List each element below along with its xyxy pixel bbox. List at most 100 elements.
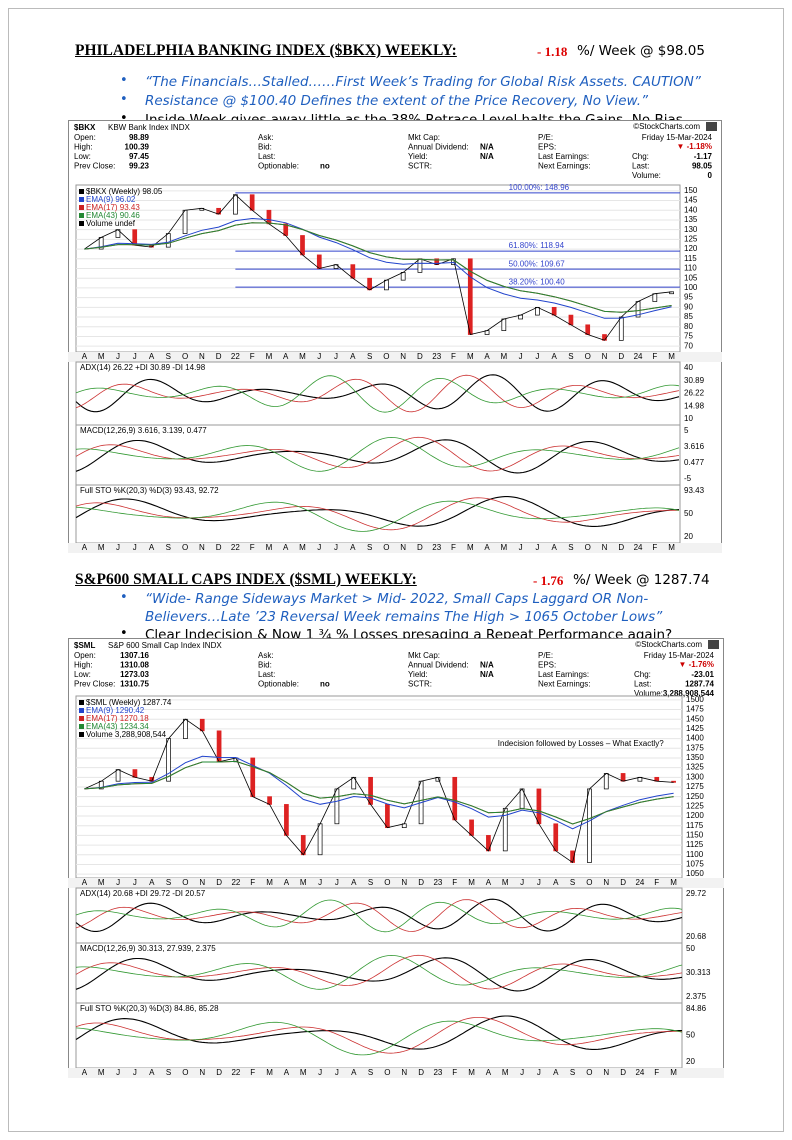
legend-swatch (79, 197, 84, 202)
month-label: M (266, 878, 273, 887)
indicator-line (75, 496, 680, 527)
close-line (84, 718, 674, 864)
month-label: S (166, 1068, 171, 1077)
price-candle (165, 233, 171, 248)
info-value: no (320, 680, 330, 689)
retracement-label: 50.00%: 109.67 (509, 259, 566, 268)
month-label: J (133, 543, 137, 552)
month-label: A (484, 352, 490, 361)
month-label: D (418, 1068, 424, 1077)
month-label: A (486, 878, 492, 887)
y-tick-label: 1125 (686, 840, 704, 849)
retracement-label: 38.20%: 100.40 (509, 277, 566, 286)
month-label: F (652, 352, 657, 361)
symbol: $SML (74, 641, 95, 650)
price-candle (587, 788, 592, 863)
quote-value: 1287.74 (685, 680, 714, 689)
month-label: 22 (231, 1068, 240, 1077)
month-row (68, 352, 722, 362)
price-candle (652, 293, 658, 302)
month-label: 24 (635, 1068, 644, 1077)
legend-swatch (79, 732, 84, 737)
quote-value: 0 (708, 171, 713, 180)
month-label: M (500, 543, 507, 552)
month-label: 24 (634, 352, 643, 361)
month-label: 24 (634, 543, 643, 552)
indicator-line (75, 898, 683, 932)
y-tick-label: 1175 (686, 821, 704, 830)
info-value: 97.45 (129, 152, 150, 161)
month-label: J (535, 352, 539, 361)
month-label: 22 (231, 352, 240, 361)
y-tick-label: 1200 (686, 811, 704, 820)
indicator-line (75, 500, 680, 532)
price-candle (536, 788, 542, 825)
info-label: High: (74, 661, 93, 670)
y-tick-label: 150 (684, 186, 698, 195)
bullet-dot: • (120, 73, 128, 88)
indicator-line (75, 1020, 683, 1056)
info-label: Last: (258, 670, 275, 679)
price-candle (183, 718, 188, 739)
retracement-label: 100.00%: 148.96 (509, 183, 570, 192)
price-candle (551, 306, 557, 316)
bullet-text: Resistance @ $100.40 Defines the extent … (145, 93, 648, 109)
month-label: J (519, 543, 523, 552)
month-label: F (250, 1068, 255, 1077)
price-candle (300, 235, 305, 256)
indicator-line (75, 497, 679, 531)
month-label: A (486, 1068, 492, 1077)
info-label: P/E: (538, 651, 553, 660)
indicator-tick: 5 (684, 426, 689, 435)
legend-entry: EMA(43) 90.46 (86, 211, 140, 220)
legend-swatch (79, 724, 84, 729)
info-label: SCTR: (408, 680, 432, 689)
y-tick-label: 140 (684, 205, 698, 214)
month-label: F (250, 543, 255, 552)
ema-line (84, 222, 672, 313)
month-label: A (553, 1068, 559, 1077)
month-label: S (570, 878, 575, 887)
month-label: F (250, 878, 255, 887)
indicator-tick: 10 (684, 414, 693, 423)
month-label: D (216, 1068, 222, 1077)
price-candle (132, 229, 138, 246)
weekly-change: - 1.18 (537, 44, 568, 59)
month-label: D (620, 878, 626, 887)
month-label: J (537, 878, 541, 887)
retracement-label: 61.80%: 118.94 (509, 241, 565, 250)
month-label: D (417, 543, 423, 552)
month-label: N (400, 352, 406, 361)
y-tick-label: 70 (684, 341, 693, 350)
month-label: J (535, 543, 539, 552)
price-candle (385, 804, 390, 829)
info-label: Open: (74, 651, 96, 660)
month-label: J (318, 878, 322, 887)
indicator-line (75, 957, 683, 992)
annotation: Indecision followed by Losses – What Exa… (498, 739, 664, 748)
y-tick-label: 75 (684, 332, 693, 341)
month-label: F (250, 352, 255, 361)
month-label: D (620, 1068, 626, 1077)
info-label: Yield: (408, 670, 428, 679)
month-label: F (451, 543, 456, 552)
month-label: M (98, 352, 105, 361)
month-label: A (284, 878, 290, 887)
y-tick-label: 1475 (686, 705, 704, 714)
month-label: N (603, 1068, 609, 1077)
month-label: A (82, 352, 88, 361)
price-candle (284, 804, 289, 836)
info-label: SCTR: (408, 162, 432, 171)
month-label: M (266, 543, 273, 552)
month-label: J (116, 543, 120, 552)
month-label: S (568, 543, 573, 552)
index-name: S&P 600 Small Cap Index INDX (108, 641, 222, 650)
indicator-label: MACD(12,26,9) 3.616, 3.139, 0.477 (80, 426, 207, 435)
month-label: M (668, 543, 675, 552)
stock-chart: $SML S&P 600 Small Cap Index INDX ©StockCh… (68, 638, 724, 1078)
indicator-line (75, 899, 683, 933)
legend-swatch (79, 700, 84, 705)
month-label: O (383, 543, 389, 552)
y-tick-label: 130 (684, 225, 698, 234)
month-label: F (654, 1068, 659, 1077)
